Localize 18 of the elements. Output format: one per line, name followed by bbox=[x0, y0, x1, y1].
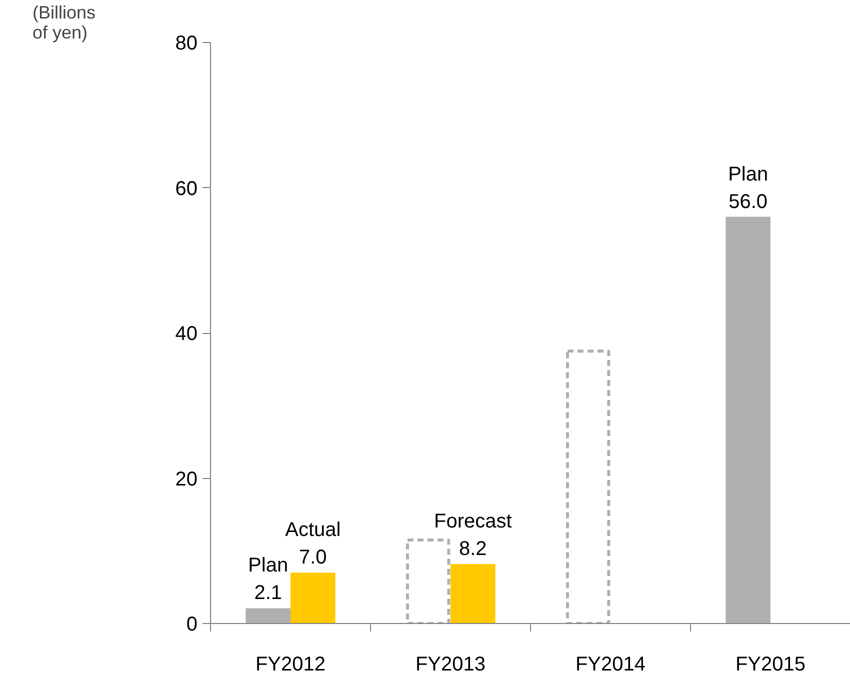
data-label: Plan 2.1 bbox=[248, 554, 288, 604]
x-tick-label: FY2014 bbox=[575, 654, 646, 676]
data-label: Plan 56.0 bbox=[728, 163, 768, 213]
bar bbox=[726, 216, 770, 624]
y-tick-label: 0 bbox=[186, 614, 198, 636]
y-tick-label: 80 bbox=[175, 32, 198, 54]
x-tick-label: FY2015 bbox=[735, 654, 806, 676]
x-tick-label: FY2013 bbox=[415, 654, 486, 676]
y-tick-label: 60 bbox=[175, 178, 198, 200]
bar bbox=[566, 350, 610, 624]
y-axis-title: (Billions of yen) bbox=[32, 2, 96, 42]
y-tick-label: 20 bbox=[175, 468, 198, 490]
x-tick-label: FY2012 bbox=[255, 654, 326, 676]
y-tick-label: 40 bbox=[175, 323, 198, 345]
bar bbox=[450, 564, 496, 624]
bar bbox=[290, 572, 336, 624]
data-label: Forecast 8.2 bbox=[434, 510, 512, 560]
bar bbox=[246, 608, 290, 624]
